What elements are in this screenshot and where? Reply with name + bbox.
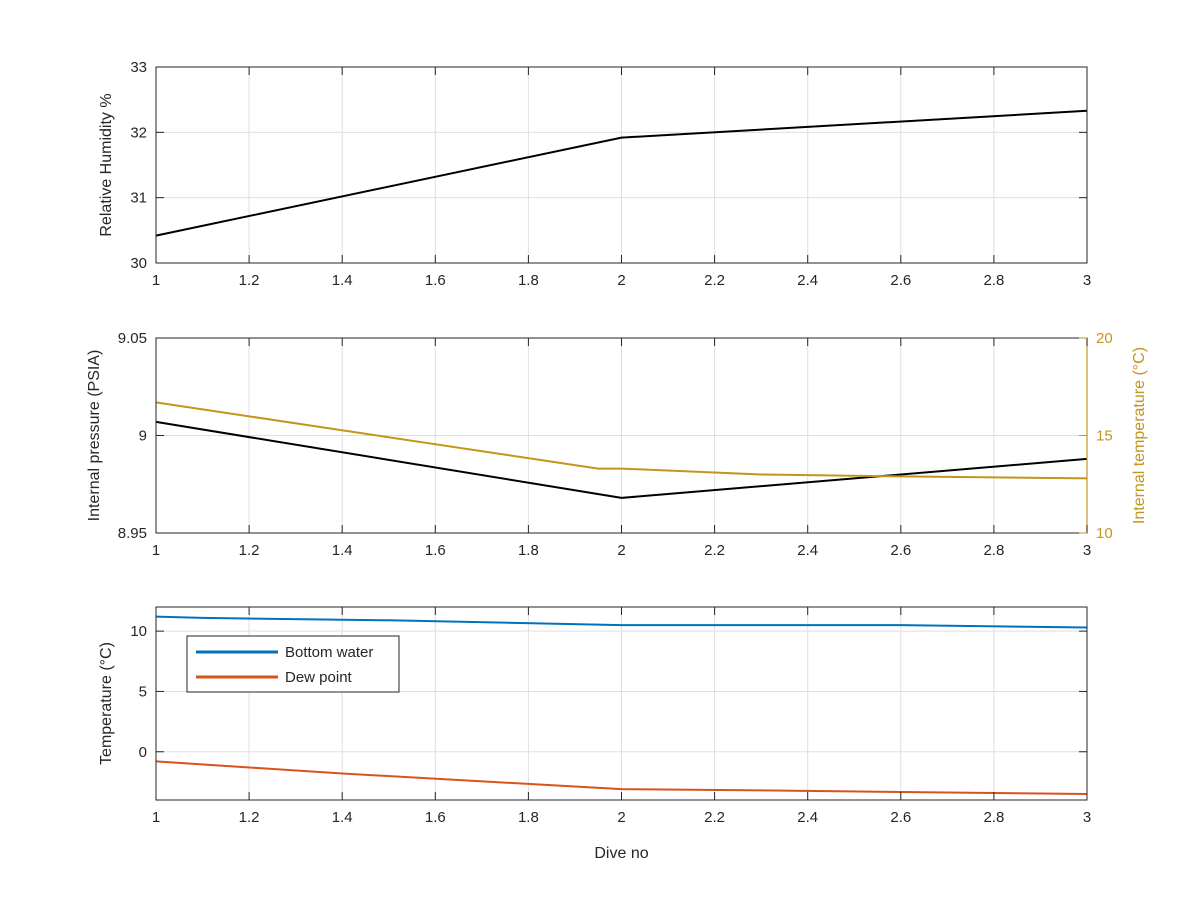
y2-axis-label: Internal temperature (°C) [1131,347,1148,524]
y-axis-label: Temperature (°C) [98,642,115,765]
x-tick-label: 2.2 [704,809,725,826]
temperature-panel: 1 1.2 1.4 1.6 1.8 2 2.2 2.4 2.6 2.8 3 0 5 10 Temperatu… [98,606,1091,862]
x-tick-label: 1.8 [518,542,539,559]
y-tick-label: 9.05 [118,330,147,347]
y-tick-label: 0 [139,744,147,761]
x-tick-label: 2.6 [890,809,911,826]
y2-tick-label: 10 [1096,525,1113,542]
legend-box [186,635,400,693]
series-line-right-axis [155,401,1088,480]
x-tick-label: 1.2 [239,809,260,826]
x-tick-label: 2.4 [797,542,818,559]
x-tick-label: 2.6 [890,272,911,289]
x-tick-label: 1 [152,809,160,826]
x-tick-label: 2.8 [983,542,1004,559]
series-line-left-axis [155,109,1088,237]
x-tick-label: 2 [617,809,625,826]
humidity-panel: 1 1.2 1.4 1.6 1.8 2 2.2 2.4 2.6 2.8 3 30 31 32 33 Relat… [98,59,1091,289]
y-tick-label: 30 [130,255,147,272]
x-tick-label: 2 [617,542,625,559]
x-tick-label: 1.2 [239,542,260,559]
x-tick-label: 2.2 [704,272,725,289]
series-line-left-axis [155,420,1088,499]
x-axis-label: Dive no [594,845,648,862]
x-tick-label: 2.6 [890,542,911,559]
series-line-dew-point [155,760,1088,795]
x-tick-label: 2.4 [797,809,818,826]
y-tick-label: 32 [130,124,147,141]
x-tick-label: 1.6 [425,272,446,289]
legend-label: Bottom water [285,644,373,661]
x-tick-label: 2.8 [983,272,1004,289]
legend-label: Dew point [285,669,353,686]
y2-tick-label: 20 [1096,330,1113,347]
x-tick-label: 2.8 [983,809,1004,826]
x-tick-label: 1.4 [332,272,353,289]
x-tick-label: 3 [1083,809,1091,826]
y-tick-label: 5 [139,683,147,700]
y-tick-label: 9 [139,428,147,445]
x-tick-label: 1.8 [518,809,539,826]
x-tick-label: 3 [1083,272,1091,289]
legend: Bottom water Dew point [186,635,400,693]
y-tick-label: 33 [130,59,147,76]
x-tick-label: 1.6 [425,542,446,559]
x-tick-label: 3 [1083,542,1091,559]
y-tick-label: 8.95 [118,525,147,542]
x-tick-label: 2 [617,272,625,289]
y-tick-label: 10 [130,623,147,640]
y-axis-label: Relative Humidity % [98,93,115,236]
x-tick-label: 2.2 [704,542,725,559]
x-tick-label: 1.4 [332,809,353,826]
y-axis-label: Internal pressure (PSIA) [86,350,103,522]
x-tick-label: 1 [152,542,160,559]
x-tick-label: 1.2 [239,272,260,289]
y-tick-label: 31 [130,190,147,207]
x-tick-label: 1.6 [425,809,446,826]
pressure-temperature-panel: 1 1.2 1.4 1.6 1.8 2 2.2 2.4 2.6 2.8 3 8.95 9 9.05 10 15… [86,330,1148,559]
x-tick-label: 1 [152,272,160,289]
x-tick-label: 1.4 [332,542,353,559]
y2-tick-label: 15 [1096,428,1113,445]
x-tick-label: 2.4 [797,272,818,289]
x-tick-label: 1.8 [518,272,539,289]
series-line-bottom-water [155,615,1088,629]
